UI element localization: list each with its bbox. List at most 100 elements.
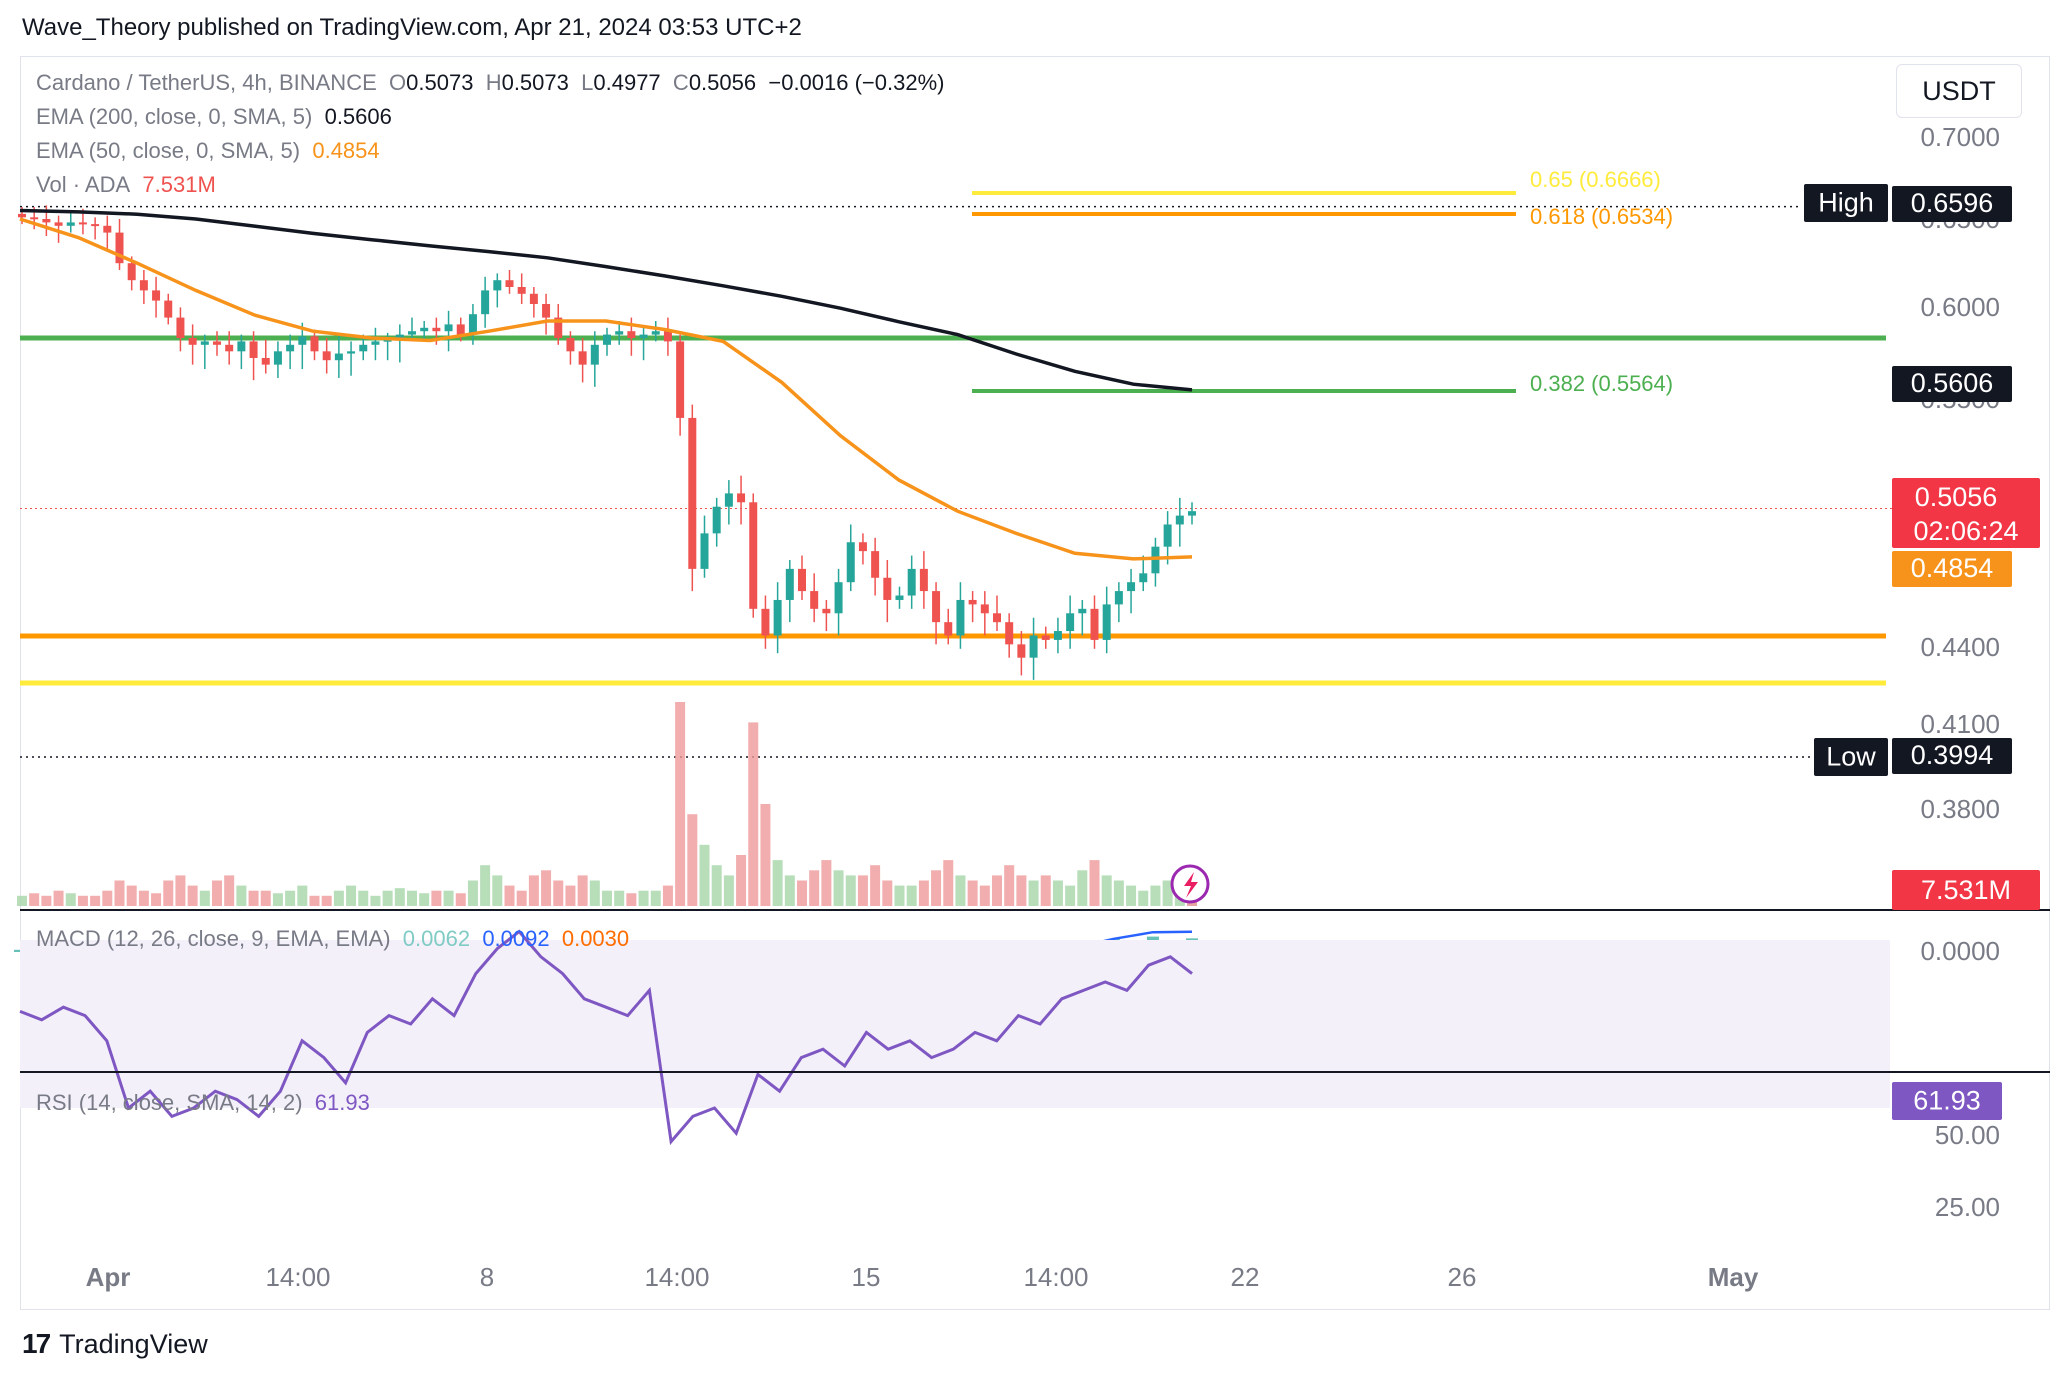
candle-up xyxy=(615,331,624,335)
candle-up xyxy=(286,344,295,352)
price-axis-tick: 0.6000 xyxy=(1920,292,2000,322)
candle-down xyxy=(91,224,100,227)
volume-bar xyxy=(126,885,137,906)
volume-bar xyxy=(248,890,259,906)
legend-ema50-row: EMA (50, close, 0, SMA, 5) 0.4854 xyxy=(36,138,380,164)
candle-down xyxy=(968,599,977,605)
price-axis-tick: 0.4400 xyxy=(1920,632,2000,662)
high-value-tag: 0.6596 xyxy=(1892,186,2012,222)
tradingview-logo-icon: 17 xyxy=(22,1328,51,1359)
legend-vol-value: 7.531M xyxy=(142,172,216,197)
volume-bar xyxy=(41,895,52,906)
volume-bar xyxy=(53,890,64,906)
legend-vol-label: Vol · ADA xyxy=(36,172,131,197)
volume-bar xyxy=(906,885,917,906)
candle-up xyxy=(651,331,660,335)
volume-bar xyxy=(1101,875,1112,906)
volume-bar xyxy=(845,875,856,906)
legend-ema200-value: 0.5606 xyxy=(324,104,392,129)
candle-up xyxy=(237,341,246,352)
candle-down xyxy=(810,591,819,609)
volume-bar xyxy=(711,865,722,906)
volume-bar xyxy=(955,875,966,906)
candle-down xyxy=(18,213,26,218)
candle-up xyxy=(773,599,782,636)
low-value-tag: 0.3994 xyxy=(1892,738,2012,774)
candle-up xyxy=(1066,613,1075,632)
candle-down xyxy=(1005,622,1014,645)
volume-bar xyxy=(553,880,564,906)
rsi-tag: 61.93 xyxy=(1892,1082,2002,1120)
candle-down xyxy=(322,351,331,361)
high-value-tag-text: 0.6596 xyxy=(1911,188,1994,218)
ema-lines xyxy=(19,208,1193,561)
volume-bar xyxy=(102,890,113,906)
price-axis-tick: 0.7000 xyxy=(1920,122,2000,152)
legend-h-label: H xyxy=(485,70,502,95)
candle-down xyxy=(749,502,758,609)
candle-up xyxy=(420,327,429,332)
candle-down xyxy=(919,568,928,592)
legend-macd-line: 0.0092 xyxy=(482,926,550,951)
candle-down xyxy=(261,357,270,365)
candle-down xyxy=(517,287,526,294)
volume-bar xyxy=(979,885,990,906)
rsi-axis-tick: 25.00 xyxy=(1935,1192,2000,1222)
candle-up xyxy=(334,353,343,361)
ema200-tag-text: 0.5606 xyxy=(1911,368,1994,398)
legend-o-label: O xyxy=(389,70,407,95)
low-tag-box xyxy=(1814,738,1888,776)
volume-bar xyxy=(455,893,466,906)
volume-bar xyxy=(90,895,101,906)
legend-high: 0.5073 xyxy=(501,70,569,95)
legend-macd-row: MACD (12, 26, close, 9, EMA, EMA) 0.0062… xyxy=(36,926,629,952)
candle-down xyxy=(1041,635,1050,640)
volume-bar xyxy=(163,880,174,906)
volume-bar xyxy=(1162,880,1173,906)
footer-brand[interactable]: 17 TradingView xyxy=(22,1328,208,1360)
candle-down xyxy=(529,293,538,304)
candle-down xyxy=(249,341,258,358)
legend-rsi-row: RSI (14, close, SMA, 14, 2) 61.93 xyxy=(36,1090,370,1116)
legend-change: −0.0016 (−0.32%) xyxy=(768,70,945,95)
volume-bar xyxy=(577,875,588,906)
volume-bar xyxy=(650,890,661,906)
candle-up xyxy=(468,314,477,335)
volume-bar xyxy=(1052,880,1063,906)
volume-bar xyxy=(894,885,905,906)
candles xyxy=(18,205,1196,680)
rsi-pane xyxy=(19,929,1890,1146)
volume-bars xyxy=(17,702,1197,906)
rsi-tag-box xyxy=(1892,1082,2002,1120)
legend-ema50-value: 0.4854 xyxy=(312,138,380,163)
candle-up xyxy=(907,568,916,596)
candle-up xyxy=(1114,591,1123,605)
legend-macd-signal: 0.0030 xyxy=(561,926,630,951)
volume-bar xyxy=(967,880,978,906)
legend-ema50-label: EMA (50, close, 0, SMA, 5) xyxy=(36,138,301,163)
volume-bar xyxy=(943,860,954,906)
candle-down xyxy=(30,217,39,220)
volume-bar xyxy=(236,885,247,906)
time-axis-tick: 14:00 xyxy=(644,1262,709,1292)
candle-down xyxy=(663,331,672,342)
candle-down xyxy=(578,351,587,365)
volume-bar xyxy=(1126,885,1137,906)
volume-bar xyxy=(931,870,942,906)
volume-bar xyxy=(809,870,820,906)
volume-bar xyxy=(382,890,393,906)
ema200-tag-box xyxy=(1892,366,2012,402)
candle-down xyxy=(980,604,989,614)
candle-up xyxy=(700,533,709,569)
volume-bar xyxy=(407,890,417,906)
currency-selector[interactable]: USDT xyxy=(1896,64,2022,118)
candle-up xyxy=(785,568,794,600)
candle-up xyxy=(895,595,904,600)
legend-symbol: Cardano / TetherUS, 4h, BINANCE xyxy=(36,70,377,95)
volume-bar xyxy=(821,860,832,906)
high-tag-box xyxy=(1804,184,1888,222)
volume-bar xyxy=(833,870,844,906)
legend-ema200-label: EMA (200, close, 0, SMA, 5) xyxy=(36,104,313,129)
volume-bar xyxy=(760,804,771,906)
